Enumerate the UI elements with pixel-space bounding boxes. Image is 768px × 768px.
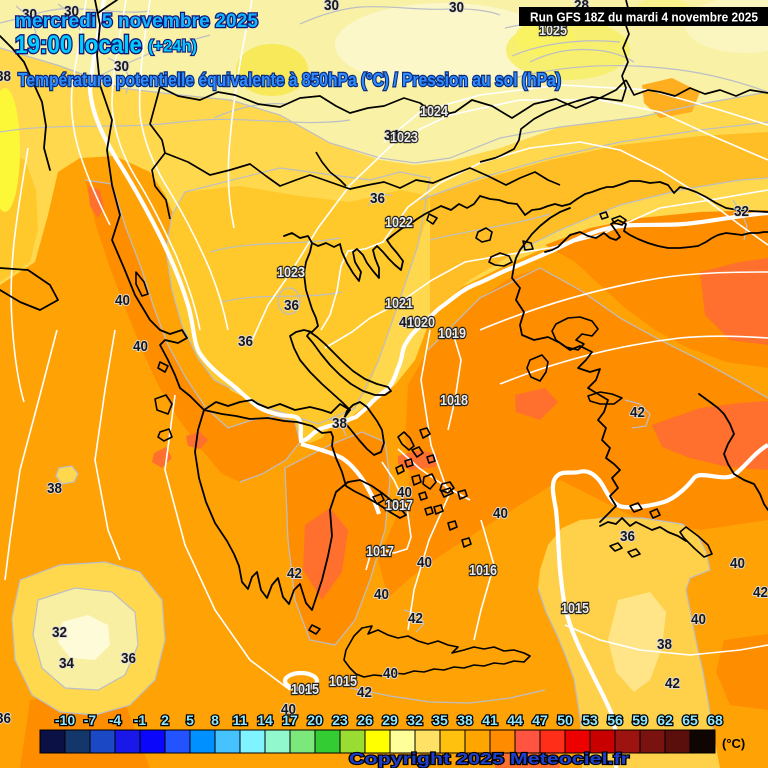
svg-text:23: 23 bbox=[332, 712, 348, 728]
svg-text:35: 35 bbox=[432, 712, 448, 728]
svg-text:11: 11 bbox=[233, 712, 248, 728]
svg-text:1017: 1017 bbox=[385, 498, 413, 514]
svg-text:1015: 1015 bbox=[329, 674, 357, 690]
svg-text:19:00 locale: 19:00 locale bbox=[15, 31, 142, 59]
svg-text:36: 36 bbox=[370, 191, 385, 207]
svg-text:40: 40 bbox=[374, 587, 389, 603]
svg-text:38: 38 bbox=[0, 69, 11, 85]
svg-text:42: 42 bbox=[357, 685, 372, 701]
svg-text:1024: 1024 bbox=[420, 104, 448, 120]
svg-text:-4: -4 bbox=[109, 712, 122, 728]
svg-text:2: 2 bbox=[161, 712, 169, 728]
svg-text:30: 30 bbox=[64, 4, 79, 20]
svg-text:17: 17 bbox=[282, 712, 298, 728]
svg-text:Run GFS 18Z du mardi 4 novembr: Run GFS 18Z du mardi 4 novembre 2025 bbox=[530, 10, 758, 25]
svg-text:1019: 1019 bbox=[438, 326, 466, 342]
svg-text:Copyright 2025 Meteociel.fr: Copyright 2025 Meteociel.fr bbox=[349, 751, 629, 768]
svg-text:50: 50 bbox=[557, 712, 573, 728]
svg-text:59: 59 bbox=[632, 712, 648, 728]
svg-text:42: 42 bbox=[630, 405, 645, 421]
svg-text:1021: 1021 bbox=[385, 296, 413, 312]
svg-text:40: 40 bbox=[399, 315, 414, 331]
svg-text:36: 36 bbox=[620, 529, 635, 545]
svg-text:1017: 1017 bbox=[366, 544, 394, 560]
svg-text:42: 42 bbox=[287, 566, 302, 582]
svg-text:40: 40 bbox=[383, 666, 398, 682]
svg-text:32: 32 bbox=[52, 625, 67, 641]
svg-text:1022: 1022 bbox=[385, 215, 413, 231]
svg-text:68: 68 bbox=[707, 712, 723, 728]
svg-text:36: 36 bbox=[121, 651, 136, 667]
svg-text:-1: -1 bbox=[134, 712, 147, 728]
svg-text:5: 5 bbox=[186, 712, 194, 728]
svg-text:36: 36 bbox=[238, 334, 253, 350]
svg-text:1018: 1018 bbox=[440, 393, 468, 409]
svg-text:38: 38 bbox=[657, 637, 672, 653]
svg-text:44: 44 bbox=[507, 712, 523, 728]
svg-text:-10: -10 bbox=[55, 712, 75, 728]
svg-text:32: 32 bbox=[407, 712, 423, 728]
svg-text:30: 30 bbox=[449, 0, 464, 16]
svg-text:40: 40 bbox=[115, 293, 130, 309]
svg-text:1015: 1015 bbox=[291, 682, 319, 698]
svg-text:56: 56 bbox=[607, 712, 623, 728]
svg-text:38: 38 bbox=[47, 481, 62, 497]
svg-text:36: 36 bbox=[284, 298, 299, 314]
svg-text:20: 20 bbox=[307, 712, 323, 728]
svg-text:40: 40 bbox=[417, 555, 432, 571]
svg-text:1025: 1025 bbox=[539, 23, 567, 39]
svg-text:26: 26 bbox=[357, 712, 373, 728]
svg-text:30: 30 bbox=[22, 7, 37, 23]
svg-text:30: 30 bbox=[114, 59, 129, 75]
svg-text:29: 29 bbox=[382, 712, 398, 728]
svg-text:53: 53 bbox=[582, 712, 598, 728]
svg-text:8: 8 bbox=[211, 712, 219, 728]
svg-text:62: 62 bbox=[657, 712, 673, 728]
svg-text:(+24h): (+24h) bbox=[148, 37, 197, 56]
svg-text:40: 40 bbox=[397, 485, 412, 501]
svg-text:36: 36 bbox=[0, 711, 11, 727]
svg-text:mercredi 5 novembre 2025: mercredi 5 novembre 2025 bbox=[15, 11, 258, 32]
svg-text:40: 40 bbox=[691, 612, 706, 628]
svg-text:1023: 1023 bbox=[277, 265, 305, 281]
svg-text:30: 30 bbox=[324, 0, 339, 14]
svg-text:Température potentielle équiva: Température potentielle équivalente à 85… bbox=[18, 70, 561, 90]
svg-text:42: 42 bbox=[408, 611, 423, 627]
svg-text:40: 40 bbox=[281, 702, 296, 718]
svg-text:40: 40 bbox=[493, 506, 508, 522]
svg-text:38: 38 bbox=[457, 712, 473, 728]
svg-text:14: 14 bbox=[257, 712, 273, 728]
svg-text:34: 34 bbox=[59, 656, 74, 672]
svg-text:42: 42 bbox=[665, 676, 680, 692]
svg-text:(°C): (°C) bbox=[722, 736, 745, 751]
svg-text:65: 65 bbox=[682, 712, 698, 728]
svg-text:1020: 1020 bbox=[407, 315, 435, 331]
svg-text:42: 42 bbox=[753, 585, 768, 601]
svg-text:1015: 1015 bbox=[561, 601, 589, 617]
svg-text:34: 34 bbox=[384, 128, 399, 144]
svg-text:38: 38 bbox=[332, 416, 347, 432]
svg-text:1023: 1023 bbox=[390, 130, 418, 146]
svg-text:-7: -7 bbox=[84, 712, 97, 728]
svg-text:40: 40 bbox=[730, 556, 745, 572]
svg-text:1016: 1016 bbox=[469, 563, 497, 579]
svg-text:41: 41 bbox=[482, 712, 498, 728]
svg-text:47: 47 bbox=[532, 712, 548, 728]
svg-text:32: 32 bbox=[734, 204, 749, 220]
svg-text:40: 40 bbox=[133, 339, 148, 355]
